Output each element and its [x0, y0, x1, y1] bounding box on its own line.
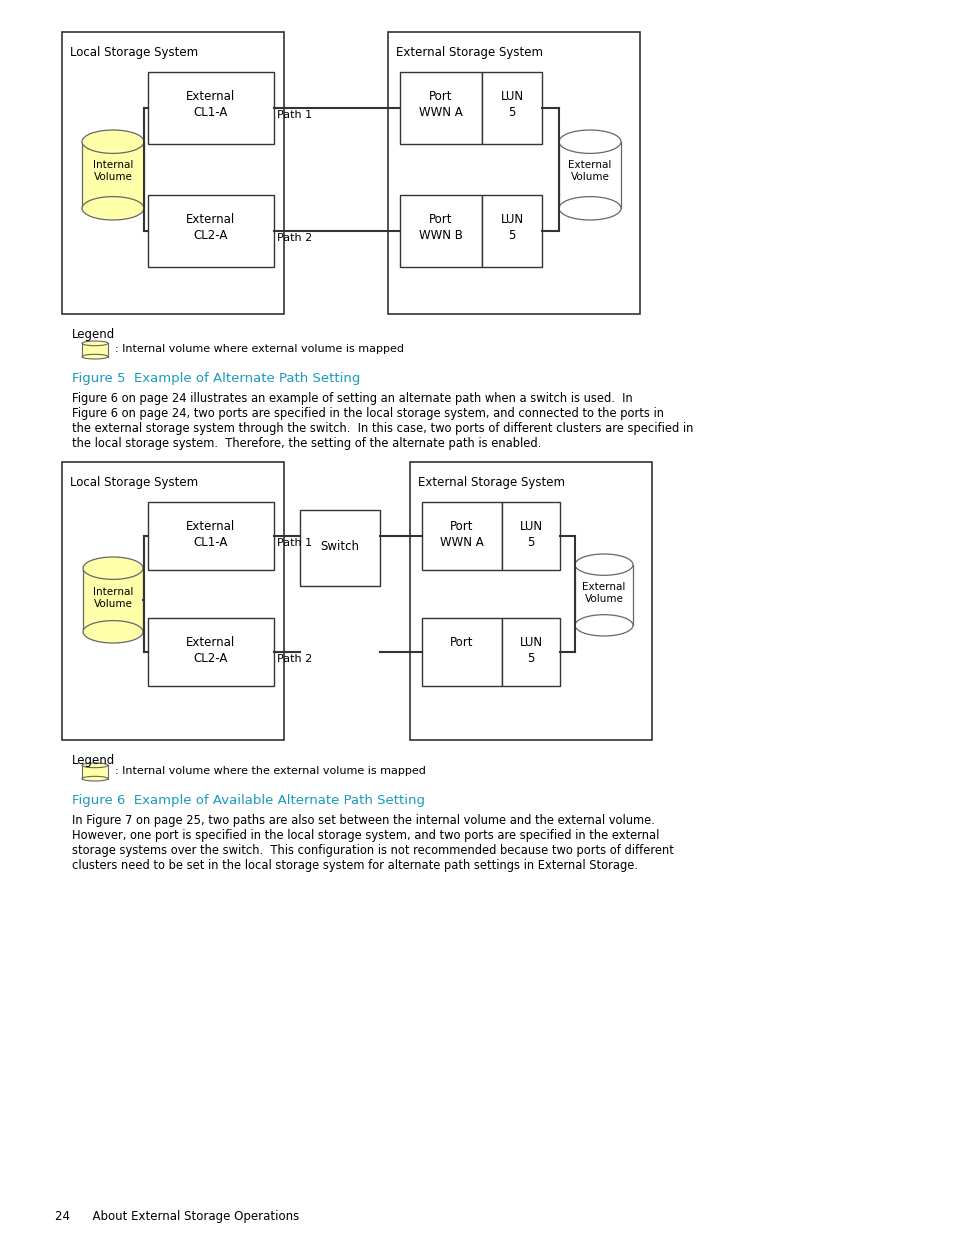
Text: LUN: LUN	[500, 90, 523, 103]
Text: storage systems over the switch.  This configuration is not recommended because : storage systems over the switch. This co…	[71, 844, 673, 857]
Ellipse shape	[82, 341, 108, 346]
Text: Figure 6  Example of Available Alternate Path Setting: Figure 6 Example of Available Alternate …	[71, 794, 424, 806]
Ellipse shape	[83, 621, 143, 643]
Text: LUN: LUN	[518, 636, 542, 650]
Text: Legend: Legend	[71, 755, 115, 767]
Text: Local Storage System: Local Storage System	[70, 475, 198, 489]
Bar	[501, 501, 559, 571]
Text: Local Storage System: Local Storage System	[70, 46, 198, 59]
Text: However, one port is specified in the local storage system, and two ports are sp: However, one port is specified in the lo…	[71, 829, 659, 842]
Text: Switch: Switch	[320, 540, 359, 553]
Text: LUN: LUN	[500, 212, 523, 226]
Bar	[558, 142, 620, 209]
Text: External: External	[186, 520, 235, 534]
Text: Volume: Volume	[584, 594, 622, 604]
Text: WWN A: WWN A	[418, 106, 462, 119]
Ellipse shape	[82, 196, 144, 220]
Text: WWN B: WWN B	[418, 228, 462, 242]
Text: Figure 6 on page 24, two ports are specified in the local storage system, and co: Figure 6 on page 24, two ports are speci…	[71, 408, 663, 420]
Text: the external storage system through the switch.  In this case, two ports of diff: the external storage system through the …	[71, 422, 693, 435]
Ellipse shape	[558, 130, 620, 153]
Text: clusters need to be set in the local storage system for alternate path settings : clusters need to be set in the local sto…	[71, 860, 638, 872]
Text: Figure 5  Example of Alternate Path Setting: Figure 5 Example of Alternate Path Setti…	[71, 372, 360, 385]
Ellipse shape	[82, 354, 108, 359]
Text: 24      About External Storage Operations: 24 About External Storage Operations	[55, 1210, 299, 1223]
Bar	[399, 195, 481, 267]
Text: Path 2: Path 2	[276, 233, 312, 243]
Text: External: External	[581, 582, 625, 592]
Text: CL1-A: CL1-A	[193, 536, 228, 550]
Bar	[481, 195, 541, 267]
Text: Port: Port	[429, 212, 453, 226]
Bar	[82, 142, 144, 209]
Bar	[82, 343, 108, 357]
Bar	[501, 618, 559, 685]
Text: Volume: Volume	[93, 599, 132, 609]
Ellipse shape	[82, 130, 144, 153]
Text: the local storage system.  Therefore, the setting of the alternate path is enabl: the local storage system. Therefore, the…	[71, 437, 540, 450]
Text: Volume: Volume	[570, 172, 609, 182]
Bar	[62, 32, 284, 314]
Text: External Storage System: External Storage System	[417, 475, 564, 489]
Text: 5: 5	[527, 536, 534, 550]
Bar	[421, 501, 501, 571]
Ellipse shape	[82, 777, 108, 781]
Text: External: External	[186, 212, 235, 226]
Text: LUN: LUN	[518, 520, 542, 534]
Text: Internal: Internal	[92, 587, 133, 597]
Text: Port: Port	[450, 520, 474, 534]
Text: WWN A: WWN A	[439, 536, 483, 550]
Text: 5: 5	[527, 652, 534, 664]
Bar	[148, 195, 274, 267]
Bar	[82, 766, 108, 778]
Text: Volume: Volume	[93, 172, 132, 182]
Bar	[421, 618, 501, 685]
Bar	[481, 72, 541, 144]
Ellipse shape	[575, 555, 633, 576]
Text: External: External	[568, 161, 611, 170]
Bar	[575, 564, 633, 625]
Text: Port: Port	[450, 636, 474, 650]
Bar	[83, 568, 143, 632]
Ellipse shape	[575, 615, 633, 636]
Text: 5: 5	[508, 228, 516, 242]
Ellipse shape	[558, 196, 620, 220]
Text: CL2-A: CL2-A	[193, 228, 228, 242]
Text: : Internal volume where the external volume is mapped: : Internal volume where the external vol…	[115, 766, 425, 776]
Text: Port: Port	[429, 90, 453, 103]
Text: External Storage System: External Storage System	[395, 46, 542, 59]
Ellipse shape	[82, 763, 108, 768]
Text: External: External	[186, 636, 235, 650]
Text: Path 2: Path 2	[276, 655, 312, 664]
Text: 5: 5	[508, 106, 516, 119]
Text: Path 1: Path 1	[276, 110, 312, 120]
Text: Figure 6 on page 24 illustrates an example of setting an alternate path when a s: Figure 6 on page 24 illustrates an examp…	[71, 391, 632, 405]
Text: Path 1: Path 1	[276, 538, 312, 548]
Bar	[148, 618, 274, 685]
Text: CL2-A: CL2-A	[193, 652, 228, 664]
Text: : Internal volume where external volume is mapped: : Internal volume where external volume …	[115, 345, 403, 354]
Text: In Figure 7 on page 25, two paths are also set between the internal volume and t: In Figure 7 on page 25, two paths are al…	[71, 814, 654, 827]
Ellipse shape	[83, 557, 143, 579]
Bar	[410, 462, 651, 740]
Text: Internal: Internal	[92, 161, 133, 170]
Bar	[299, 510, 379, 585]
Bar	[388, 32, 639, 314]
Bar	[148, 501, 274, 571]
Text: External: External	[186, 90, 235, 103]
Bar	[399, 72, 481, 144]
Bar	[148, 72, 274, 144]
Bar	[62, 462, 284, 740]
Text: CL1-A: CL1-A	[193, 106, 228, 119]
Text: Legend: Legend	[71, 329, 115, 341]
